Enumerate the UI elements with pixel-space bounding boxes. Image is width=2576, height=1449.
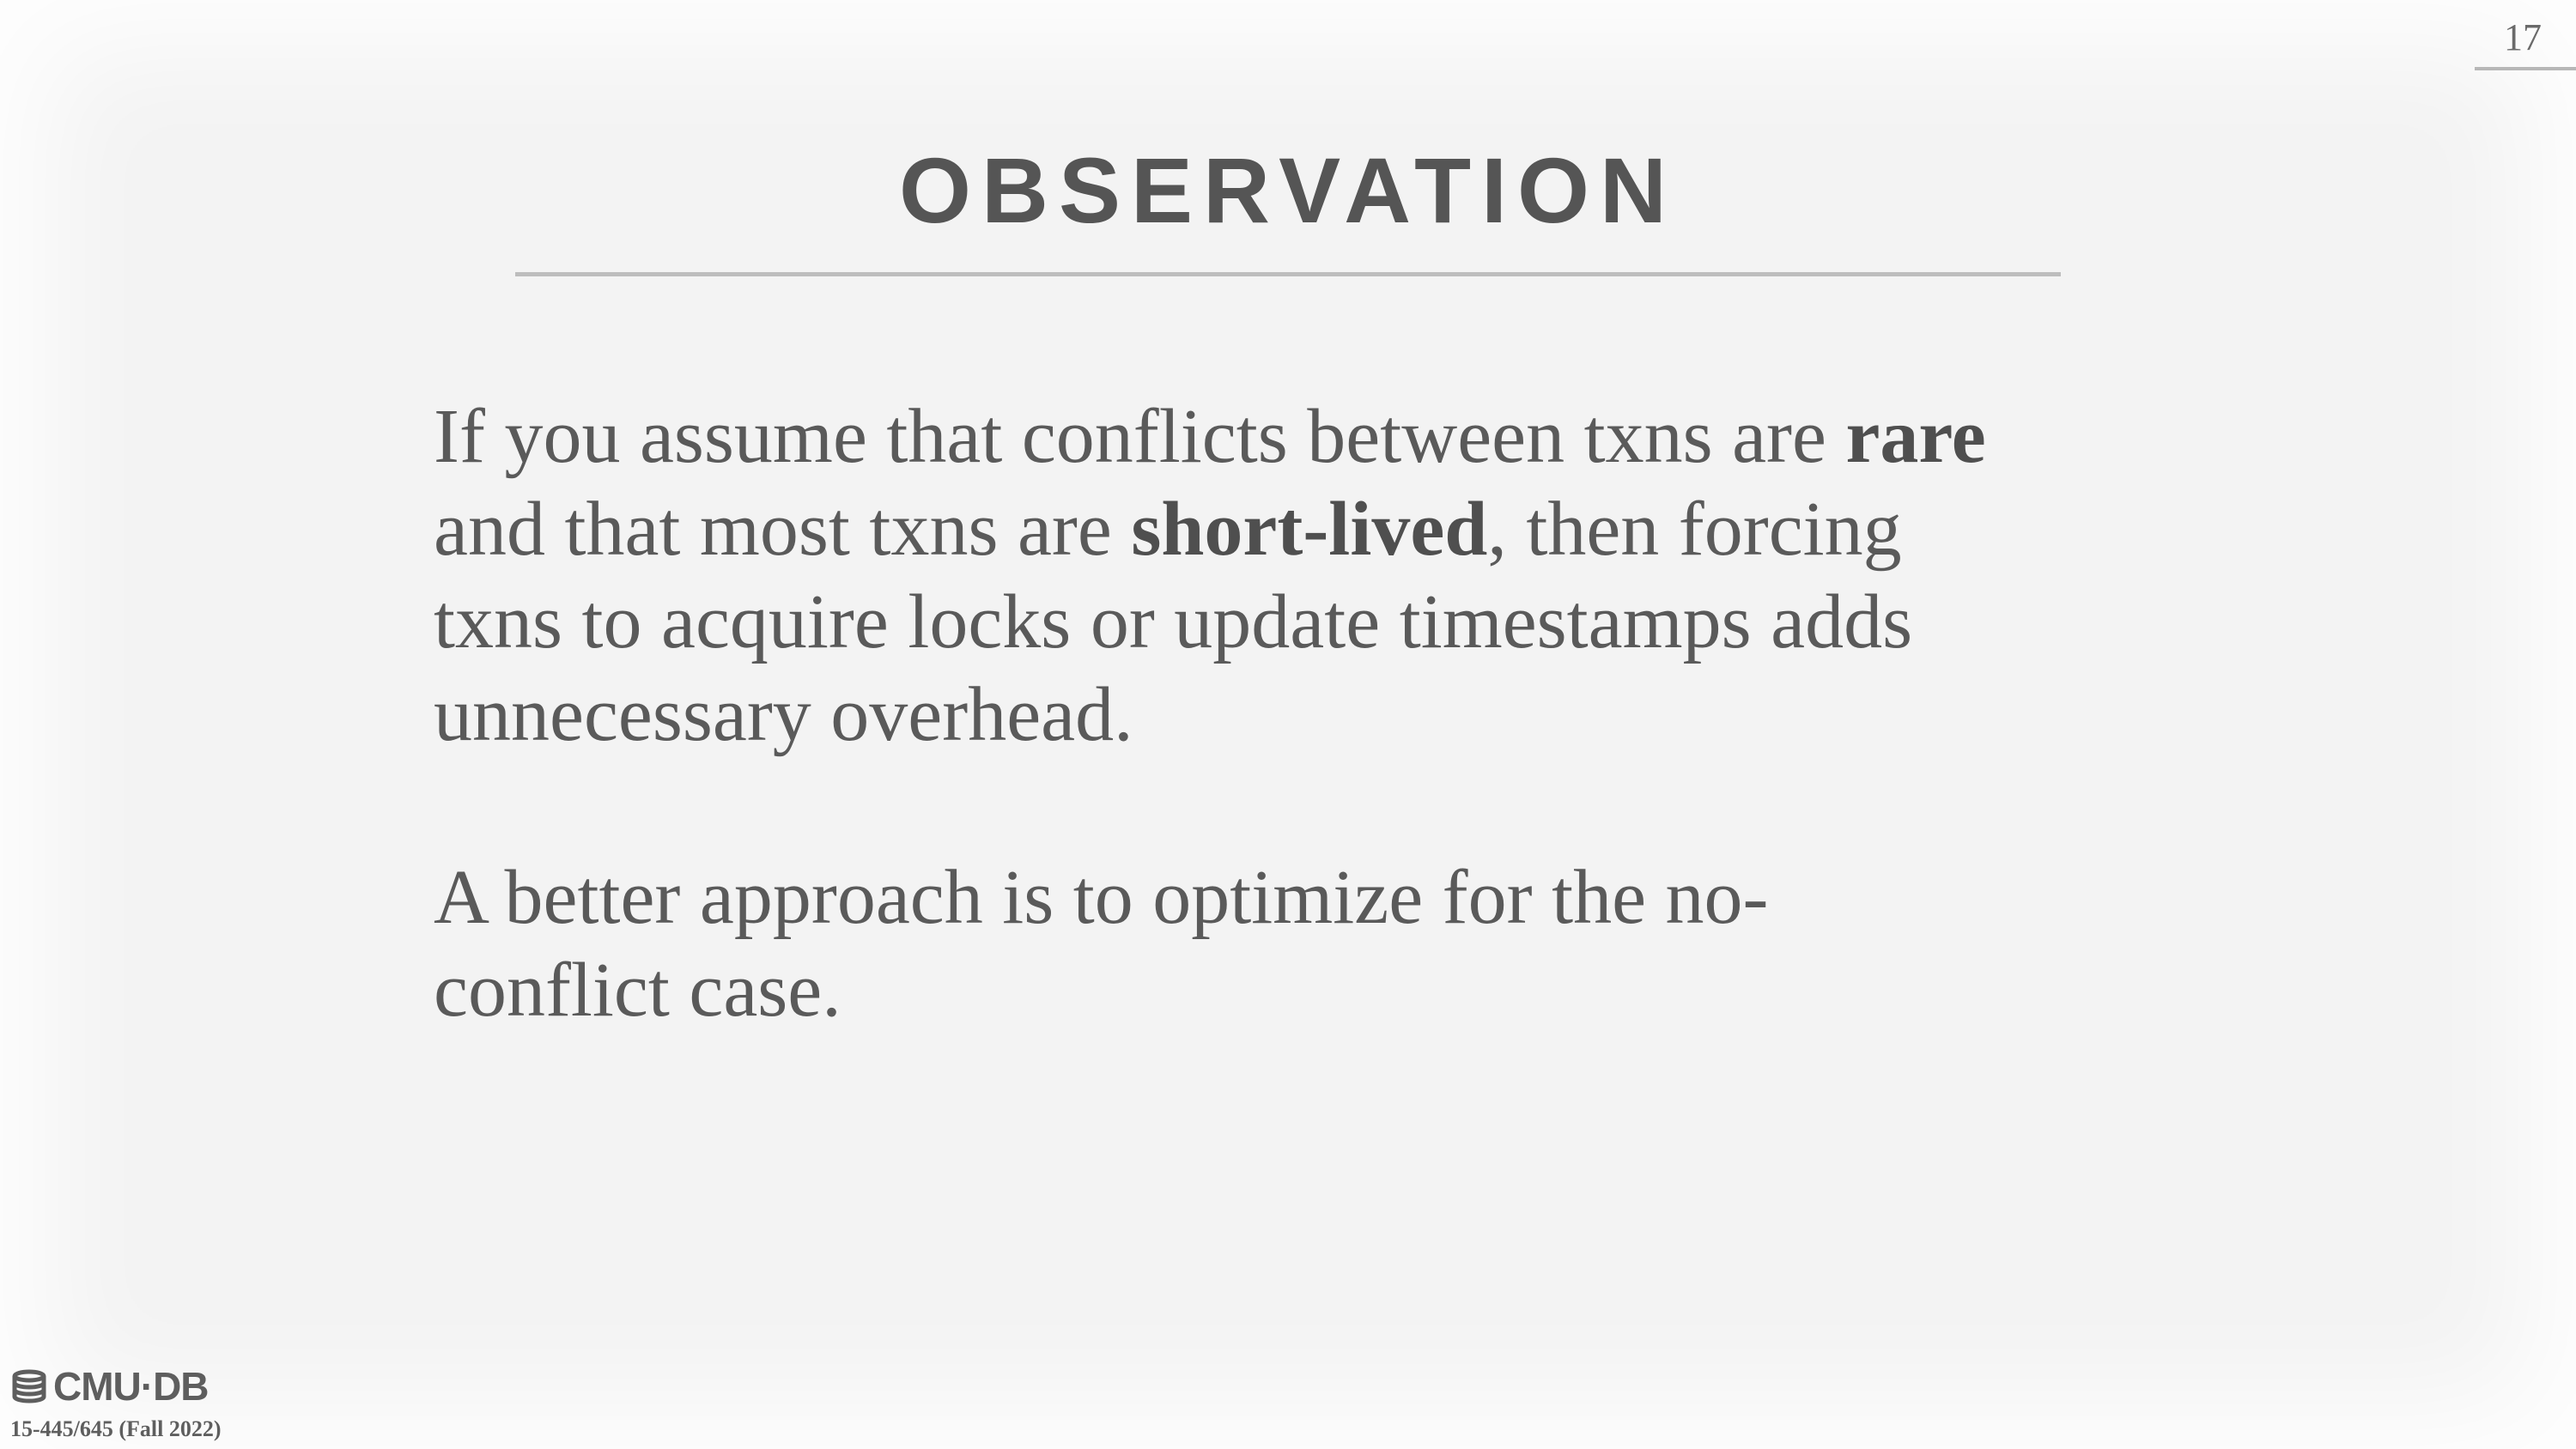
emphasis-rare: rare [1845, 394, 1986, 479]
paragraph-better-approach: A better approach is to optimize for the… [434, 852, 2220, 1037]
page-number-rule [2475, 67, 2576, 70]
logo-text: CMU·DB [53, 1364, 210, 1409]
emphasis-short-lived: short-lived [1131, 487, 1488, 572]
p2-line2-text: conflict case. [434, 948, 841, 1033]
database-stack-icon [12, 1369, 46, 1404]
title-divider [515, 272, 2061, 276]
course-label: 15-445/645 (Fall 2022) [10, 1416, 222, 1441]
p1-line3-text: txns to acquire locks or update timestam… [434, 579, 1913, 664]
p1-line2-text: and that most txns are [434, 487, 1132, 572]
p1-line2-tail: , then forcing [1487, 487, 1902, 572]
slide-title: OBSERVATION [898, 138, 1678, 242]
p1-line4-text: unnecessary overhead. [434, 672, 1133, 757]
cmu-db-logo: CMU·DB [10, 1363, 210, 1410]
paragraph-conflicts: If you assume that conflicts between txn… [434, 391, 2220, 761]
p1-line1-text: If you assume that conflicts between txn… [434, 394, 1846, 479]
page-number: 17 [2504, 16, 2542, 58]
p2-line1-text: A better approach is to optimize for the… [434, 855, 1769, 940]
